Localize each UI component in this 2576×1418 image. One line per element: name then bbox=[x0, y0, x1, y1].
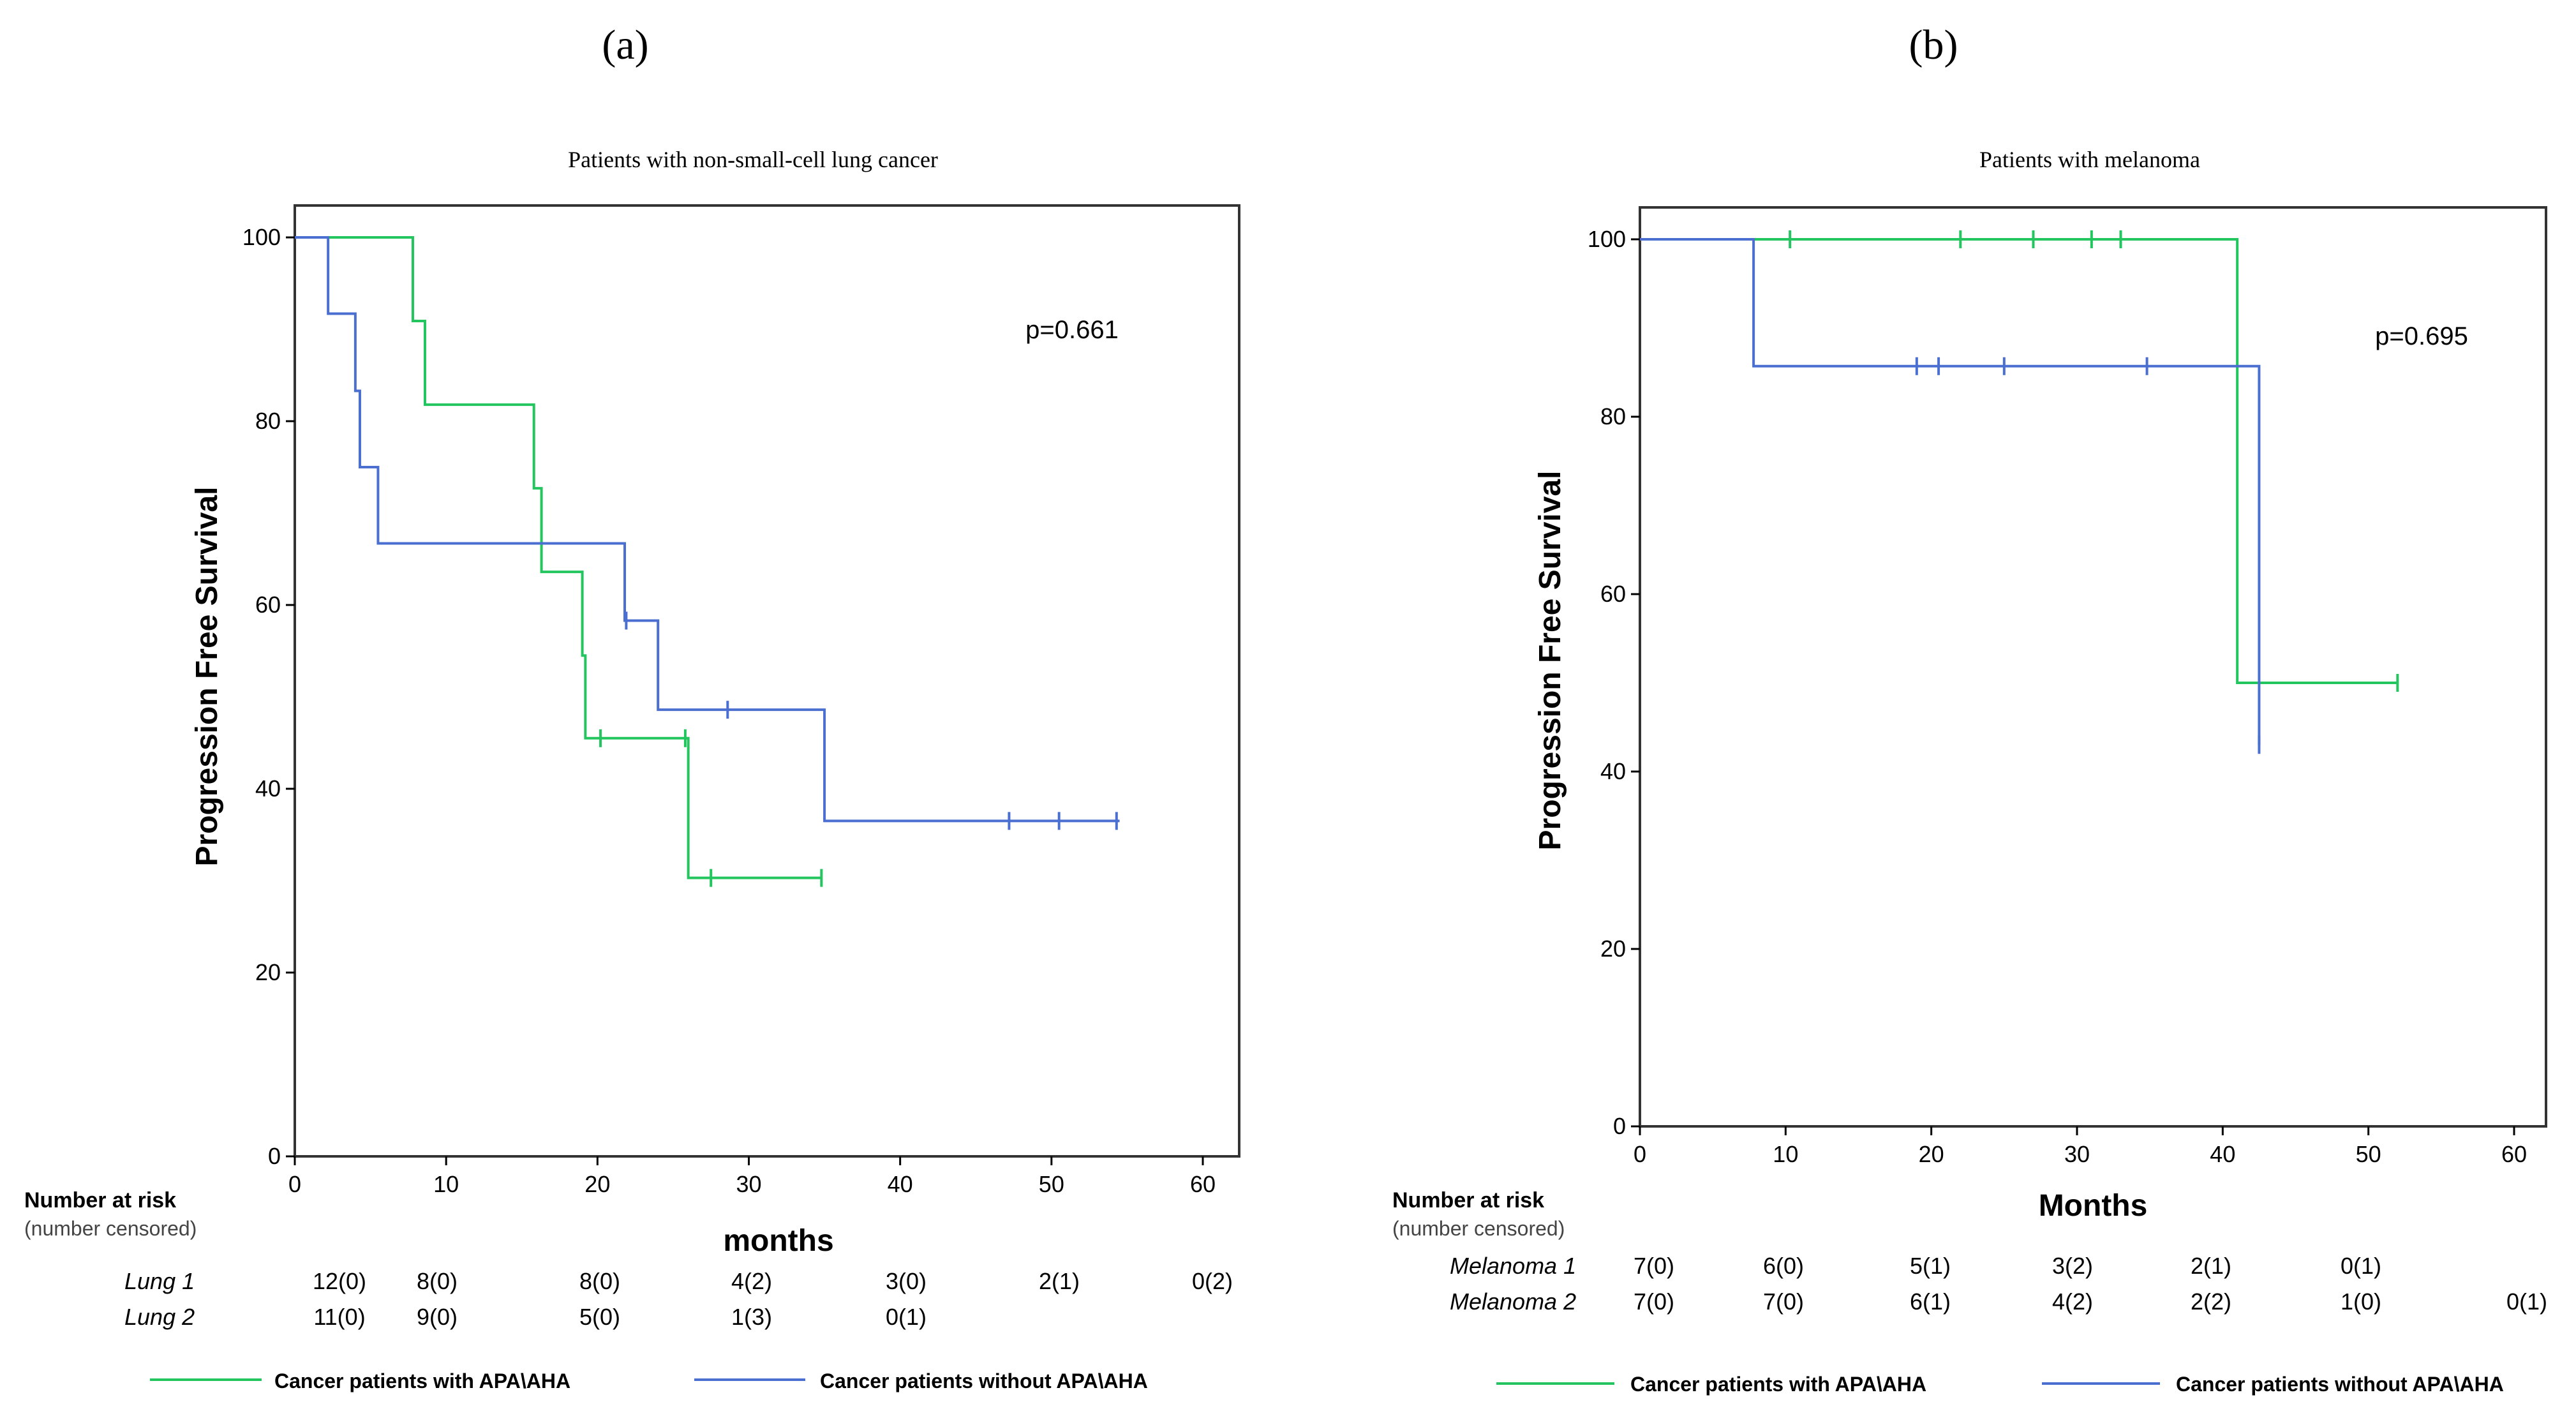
risk-table-cell: 3(2) bbox=[2052, 1253, 2093, 1279]
panel-a-series bbox=[295, 236, 1120, 887]
x-tick-label: 10 bbox=[433, 1171, 459, 1197]
survival-curve-green bbox=[295, 236, 822, 879]
risk-table-cell: 3(0) bbox=[886, 1268, 927, 1294]
risk-table-cell: 7(0) bbox=[1634, 1288, 1674, 1315]
panel-a-plot-frame bbox=[294, 204, 1240, 1158]
panel-a-x-ticks: 0 10 20 30 40 50 60 bbox=[288, 1156, 1216, 1197]
risk-table-cell: 0(2) bbox=[1192, 1268, 1233, 1294]
risk-table-cell: 6(1) bbox=[1910, 1288, 1951, 1315]
y-tick-label: 60 bbox=[1600, 581, 1626, 607]
x-tick-label: 0 bbox=[288, 1171, 301, 1197]
risk-table-cell: 4(2) bbox=[731, 1268, 772, 1294]
panel-b-risk-subheader: (number censored) bbox=[1392, 1217, 1565, 1240]
x-tick-label: 0 bbox=[1634, 1141, 1646, 1167]
panel-b-series bbox=[1640, 230, 2399, 754]
panel-a-label: (a) bbox=[602, 22, 648, 68]
x-tick-label: 30 bbox=[2064, 1141, 2090, 1167]
risk-table-cell: 2(2) bbox=[2191, 1288, 2231, 1315]
survival-curve-green bbox=[1640, 238, 2398, 684]
y-tick-label: 40 bbox=[1600, 758, 1626, 784]
y-tick-label: 20 bbox=[1600, 936, 1626, 962]
risk-table-cell: 0(1) bbox=[2506, 1288, 2547, 1315]
panel-a-y-axis-label: Progression Free Survival bbox=[190, 487, 224, 867]
panel-a-p-value: p=0.661 bbox=[1025, 316, 1119, 344]
x-tick-label: 40 bbox=[2210, 1141, 2235, 1167]
x-tick-label: 20 bbox=[1919, 1141, 1944, 1167]
panel-b-label: (b) bbox=[1909, 22, 1958, 68]
risk-table-cell: 2(1) bbox=[2191, 1253, 2231, 1279]
panel-b-title: Patients with melanoma bbox=[1979, 147, 2200, 172]
x-tick-label: 60 bbox=[1190, 1171, 1216, 1197]
panel-b-x-ticks: 0 10 20 30 40 50 60 bbox=[1634, 1126, 2527, 1167]
y-tick-label: 100 bbox=[242, 224, 281, 250]
risk-table-cell: 7(0) bbox=[1763, 1288, 1804, 1315]
y-tick-label: 80 bbox=[255, 408, 281, 434]
y-tick-label: 40 bbox=[255, 775, 281, 802]
x-tick-label: 10 bbox=[1773, 1141, 1798, 1167]
panel-a-y-ticks: 0 20 40 60 80 100 bbox=[242, 224, 295, 1169]
panel-b-y-axis-label: Progression Free Survival bbox=[1533, 471, 1567, 851]
panel-b-legend-label: Cancer patients without APA\AHA bbox=[2176, 1373, 2504, 1396]
panel-a-legend-label: Cancer patients with APA\AHA bbox=[274, 1369, 570, 1392]
y-tick-label: 0 bbox=[1613, 1113, 1626, 1139]
risk-table-cell: 1(3) bbox=[731, 1304, 772, 1330]
risk-table-cell: 7(0) bbox=[1634, 1253, 1674, 1279]
panel-a-title: Patients with non-small-cell lung cancer bbox=[568, 147, 938, 172]
y-tick-label: 100 bbox=[1588, 226, 1626, 252]
x-tick-label: 20 bbox=[584, 1171, 610, 1197]
risk-table-cell: 11(0) bbox=[313, 1304, 365, 1330]
risk-table-cell: 0(1) bbox=[2341, 1253, 2381, 1279]
risk-table-cell: 2(1) bbox=[1039, 1268, 1080, 1294]
panel-b-x-axis-label: Months bbox=[2039, 1189, 2148, 1223]
panel-a-risk-values: 12(0) 8(0) 8(0) 4(2) 3(0) 2(1) 0(2) 11(0) 9(0) 5(… bbox=[313, 1268, 1233, 1330]
risk-table-cell: 12(0) bbox=[313, 1268, 366, 1294]
panel-b-plot-frame bbox=[1639, 206, 2547, 1128]
risk-table-cell: 5(1) bbox=[1910, 1253, 1951, 1279]
survival-curve-blue bbox=[1640, 238, 2261, 745]
risk-table-cell: 8(0) bbox=[579, 1268, 620, 1294]
panel-b-p-value: p=0.695 bbox=[2375, 322, 2468, 350]
y-tick-label: 20 bbox=[255, 959, 281, 985]
risk-table-cell: 4(2) bbox=[2052, 1288, 2093, 1315]
y-tick-label: 0 bbox=[268, 1143, 281, 1169]
panel-b-y-ticks: 0 20 40 60 80 100 bbox=[1588, 226, 1640, 1139]
y-tick-label: 60 bbox=[255, 592, 281, 618]
panel-a-x-axis-label: months bbox=[723, 1224, 833, 1258]
panel-a-legend-label: Cancer patients without APA\AHA bbox=[820, 1369, 1148, 1392]
panel-b-risk-row-label: Melanoma 1 bbox=[1450, 1253, 1576, 1279]
panel-a-risk-row-label: Lung 2 bbox=[124, 1304, 195, 1330]
risk-table-cell: 9(0) bbox=[417, 1304, 458, 1330]
survival-curve-blue bbox=[295, 236, 1120, 823]
panel-b-risk-values: 7(0) 6(0) 5(1) 3(2) 2(1) 0(1) 7(0) 7(0) 6(1) 4(2)… bbox=[1634, 1253, 2547, 1315]
x-tick-label: 60 bbox=[2501, 1141, 2527, 1167]
risk-table-cell: 6(0) bbox=[1763, 1253, 1804, 1279]
risk-table-cell: 0(1) bbox=[886, 1304, 927, 1330]
x-tick-label: 50 bbox=[2356, 1141, 2381, 1167]
risk-table-cell: 8(0) bbox=[417, 1268, 458, 1294]
y-tick-label: 80 bbox=[1600, 403, 1626, 429]
panel-b: (b) Patients with melanoma Months Progre… bbox=[1392, 22, 2547, 1396]
panel-b-risk-header: Number at risk bbox=[1392, 1188, 1544, 1213]
panel-b-legend-label: Cancer patients with APA\AHA bbox=[1630, 1373, 1926, 1396]
risk-table-cell: 1(0) bbox=[2341, 1288, 2381, 1315]
x-tick-label: 30 bbox=[736, 1171, 761, 1197]
panel-a-risk-row-label: Lung 1 bbox=[124, 1268, 195, 1294]
panel-a-risk-subheader: (number censored) bbox=[24, 1217, 197, 1240]
panel-a-risk-header: Number at risk bbox=[24, 1188, 176, 1213]
panel-b-risk-row-label: Melanoma 2 bbox=[1450, 1288, 1576, 1315]
panel-a: (a) Patients with non-small-cell lung ca… bbox=[24, 22, 1240, 1392]
risk-table-cell: 5(0) bbox=[579, 1304, 620, 1330]
x-tick-label: 40 bbox=[888, 1171, 913, 1197]
x-tick-label: 50 bbox=[1039, 1171, 1064, 1197]
